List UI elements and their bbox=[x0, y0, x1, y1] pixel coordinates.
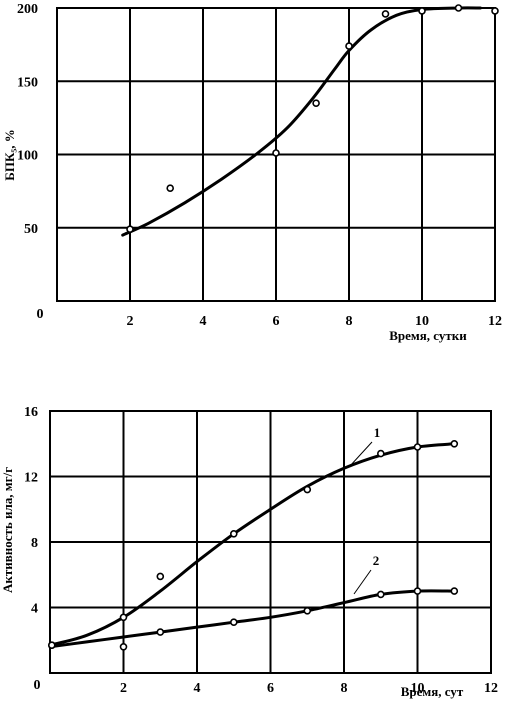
y-tick-label: 200 bbox=[17, 2, 38, 17]
fitted-curves bbox=[121, 6, 482, 237]
data-point bbox=[166, 184, 174, 192]
data-point bbox=[450, 587, 459, 595]
curve-label-leader bbox=[349, 441, 373, 467]
curve-labels: 12 bbox=[349, 425, 381, 595]
grid-lines bbox=[50, 411, 491, 673]
data-point bbox=[376, 449, 385, 458]
data-point bbox=[230, 618, 238, 627]
x-axis-label: Время, сут bbox=[401, 684, 464, 699]
series-curve-1 bbox=[121, 6, 482, 237]
data-point bbox=[413, 443, 422, 451]
x-tick-label: 8 bbox=[346, 314, 353, 329]
y-axis-label: Активность ила, мг/г bbox=[0, 467, 15, 593]
data-point bbox=[418, 7, 426, 15]
data-point bbox=[272, 149, 280, 157]
x-tick-label: 12 bbox=[488, 314, 502, 329]
x-tick-label: 0 bbox=[37, 307, 44, 322]
x-axis-label: Время, сутки bbox=[389, 328, 467, 343]
fitted-curves bbox=[48, 442, 456, 649]
x-tick-label: 2 bbox=[120, 681, 127, 696]
x-tick-label: 8 bbox=[341, 681, 348, 696]
curve-label-leader bbox=[353, 569, 372, 595]
y-tick-label: 50 bbox=[24, 222, 38, 237]
data-point bbox=[381, 10, 390, 18]
x-tick-label: 6 bbox=[267, 681, 274, 696]
x-tick-label: 4 bbox=[194, 681, 201, 696]
x-tick-label: 2 bbox=[127, 314, 134, 329]
x-tick-label: 4 bbox=[200, 314, 207, 329]
x-tick-label: 0 bbox=[34, 678, 41, 693]
data-point bbox=[376, 590, 385, 599]
x-tick-label: 6 bbox=[273, 314, 280, 329]
data-point bbox=[119, 613, 128, 622]
chart-bod5: 0 2 4 6 8 10 12 50 100 150 200 БПК₅, % Время, сутк… bbox=[2, 2, 502, 343]
y-tick-label: 8 bbox=[31, 536, 38, 551]
x-tick-label: 12 bbox=[484, 681, 498, 696]
y-tick-label: 150 bbox=[17, 75, 38, 90]
data-point bbox=[303, 606, 312, 615]
data-point bbox=[491, 7, 499, 15]
data-points bbox=[47, 439, 459, 651]
series-curve-2 bbox=[48, 589, 456, 649]
curve-label-1: 1 bbox=[374, 425, 381, 440]
data-point bbox=[413, 587, 422, 595]
data-point bbox=[119, 642, 128, 651]
data-point bbox=[156, 628, 165, 636]
y-axis-label: БПК₅, % bbox=[2, 129, 17, 181]
data-points bbox=[126, 4, 499, 233]
series-curve-1 bbox=[48, 442, 456, 647]
tick-labels: 0 2 4 6 8 10 12 50 100 150 200 bbox=[17, 2, 502, 329]
y-tick-label: 12 bbox=[24, 471, 38, 486]
x-tick-label: 10 bbox=[411, 681, 425, 696]
data-point bbox=[312, 99, 320, 107]
data-point bbox=[230, 529, 238, 538]
data-point bbox=[47, 641, 56, 650]
y-tick-label: 100 bbox=[17, 149, 38, 164]
data-point bbox=[156, 572, 165, 581]
data-point bbox=[126, 225, 134, 233]
data-point bbox=[450, 439, 459, 448]
y-tick-label: 16 bbox=[24, 405, 38, 420]
data-point bbox=[303, 485, 312, 494]
x-tick-label: 10 bbox=[415, 314, 429, 329]
y-tick-label: 4 bbox=[31, 602, 38, 617]
data-point bbox=[454, 4, 463, 12]
data-point bbox=[345, 42, 353, 50]
curve-label-2: 2 bbox=[373, 553, 380, 568]
